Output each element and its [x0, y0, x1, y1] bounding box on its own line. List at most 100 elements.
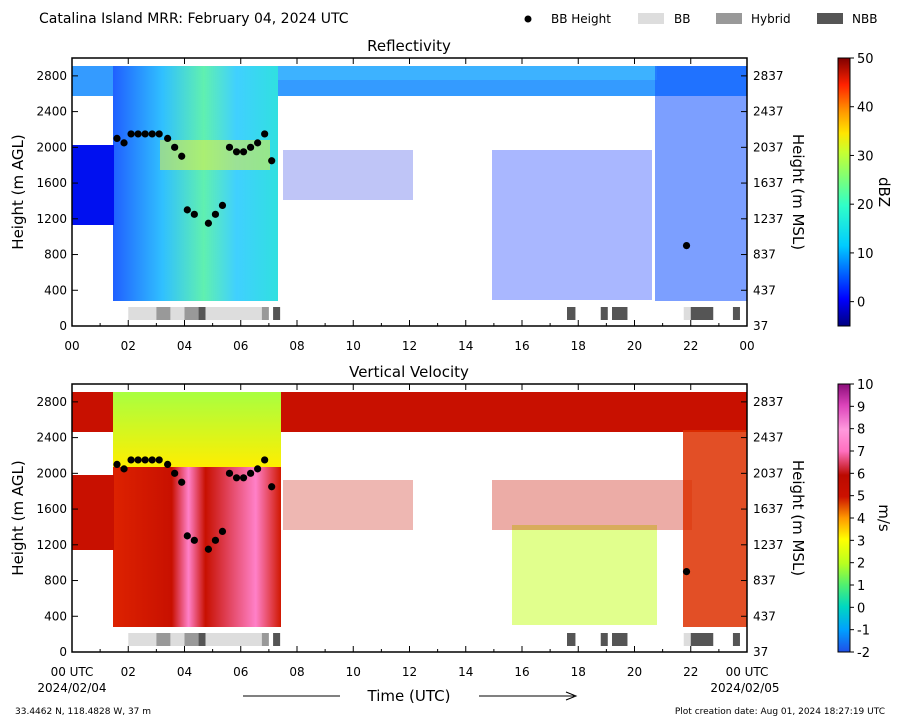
legend-swatch [716, 13, 742, 24]
x-tick-label: 22 [683, 339, 698, 353]
bb-type-segment [567, 633, 576, 646]
y-tick-label: 2000 [36, 140, 67, 154]
footer-created: Plot creation date: Aug 01, 2024 18:27:1… [675, 707, 885, 717]
colorbar-label: dBZ [875, 177, 893, 207]
x-axis-label: Time (UTC) [367, 687, 451, 705]
y-left-ticks: 0 400 800 1200 1600 2000 2400 2800 [36, 69, 78, 333]
bb-height-point [127, 456, 135, 464]
bb-type-segment [600, 633, 608, 646]
y-tick-label: 400 [44, 609, 67, 623]
x-tick-label: 10 [346, 665, 361, 679]
y-left-label: Height (m AGL) [9, 134, 27, 249]
legend-swatch [817, 13, 843, 24]
bb-type-segment [690, 633, 714, 646]
bb-type-segment [567, 307, 576, 320]
bb-type-segment [128, 307, 157, 320]
colorbar-tick-label: 0 [857, 296, 865, 311]
bb-type-segment [156, 307, 171, 320]
y-right-tick-label: 437 [753, 609, 776, 623]
x-date-end: 2024/02/05 [710, 681, 779, 695]
x-tick-label: 08 [289, 665, 304, 679]
y-right-tick-label: 37 [753, 319, 768, 333]
y-right-tick-label: 437 [753, 283, 776, 297]
colorbar-tick-label: -2 [857, 646, 870, 661]
upper-layer [113, 392, 281, 467]
echo-end [655, 66, 747, 301]
reflectivity-field [72, 66, 747, 301]
colorbar-tick-label: 2 [857, 557, 865, 572]
y-tick-label: 400 [44, 283, 67, 297]
x-tick-label: 00 [739, 339, 754, 353]
echo-early [72, 475, 114, 550]
y-right-tick-label: 2037 [753, 466, 784, 480]
bb-height-point [218, 527, 227, 536]
bb-type-strip [128, 633, 740, 646]
x-tick-label: 14 [458, 339, 473, 353]
figure-title: Catalina Island MRR: February 04, 2024 U… [39, 11, 349, 27]
bb-type-strip [128, 307, 740, 320]
x-tick-label: 00 [64, 339, 79, 353]
y-right-ticks: 37 437 837 1237 1637 2037 2437 2837 [741, 69, 784, 333]
bb-height-point [155, 456, 163, 464]
colorbar-ticks: -2 -1 0 1 2 3 4 5 6 7 8 9 10 [850, 378, 874, 661]
x-tick-label: 08 [289, 339, 304, 353]
x-date-start: 2024/02/04 [37, 681, 106, 695]
x-tick-label: 00 UTC [726, 665, 769, 679]
y-tick-label: 1600 [36, 176, 67, 190]
bb-height-point [127, 130, 135, 138]
bb-height-point [148, 130, 156, 138]
y-tick-label: 2000 [36, 466, 67, 480]
colorbar [837, 383, 851, 653]
y-right-tick-label: 2037 [753, 140, 784, 154]
colorbar-tick-label: 20 [857, 198, 874, 213]
panel-title: Vertical Velocity [349, 363, 469, 381]
bb-height-point [171, 469, 179, 477]
x-tick-label: 04 [177, 339, 192, 353]
x-tick-label: 06 [233, 665, 248, 679]
bb-height-point [225, 143, 234, 151]
legend: BB Height BB Hybrid NBB [524, 12, 877, 26]
bb-height-point [164, 460, 172, 468]
legend-label: BB Height [551, 12, 611, 26]
bb-height-point [682, 568, 691, 576]
velocity-field [72, 392, 747, 627]
reflectivity-panel: Reflectivity 00 02 04 06 08 10 12 14 16 18 20 22 00 … [9, 37, 893, 353]
rain-column [113, 66, 278, 301]
echo-end [683, 430, 747, 627]
y-left-ticks: 0 400 800 1200 1600 2000 2400 2800 [36, 395, 78, 659]
bb-type-segment [184, 307, 199, 320]
y-right-tick-label: 2437 [753, 105, 784, 119]
bb-type-segment [156, 633, 171, 646]
colorbar-tick-label: -1 [857, 624, 870, 639]
bb-height-point [178, 478, 186, 486]
y-tick-label: 1600 [36, 502, 67, 516]
y-right-tick-label: 2437 [753, 431, 784, 445]
echo-late-a [512, 525, 657, 625]
x-tick-label: 16 [514, 339, 529, 353]
echo-late [492, 150, 652, 300]
bb-height-series [113, 456, 691, 576]
x-tick-label: 18 [571, 339, 586, 353]
x-axis-ticks: 00 02 04 06 08 10 12 14 16 18 20 22 00 [64, 58, 755, 353]
y-right-ticks: 37 437 837 1237 1637 2037 2437 2837 [741, 395, 784, 659]
x-tick-label: 02 [121, 665, 136, 679]
bb-type-segment [184, 633, 199, 646]
bb-height-point [134, 130, 142, 138]
colorbar-tick-label: 40 [857, 101, 874, 116]
colorbar-tick-label: 7 [857, 445, 865, 460]
y-tick-label: 800 [44, 248, 67, 262]
bb-type-segment [205, 633, 262, 646]
velocity-panel: Vertical Velocity 00 UTC 02 04 06 08 10 12 14 16… [9, 363, 893, 679]
x-tick-label: 16 [514, 665, 529, 679]
bb-height-point [113, 460, 121, 468]
bb-type-segment [128, 633, 157, 646]
bb-height-point [261, 456, 269, 464]
bb-height-point [113, 134, 121, 142]
bb-height-point [120, 139, 128, 147]
y-right-tick-label: 1237 [753, 538, 784, 552]
colorbar-tick-label: 3 [857, 534, 865, 549]
echo-top-band-light [277, 66, 657, 80]
bb-height-point [190, 210, 198, 218]
bb-type-segment [683, 633, 691, 646]
